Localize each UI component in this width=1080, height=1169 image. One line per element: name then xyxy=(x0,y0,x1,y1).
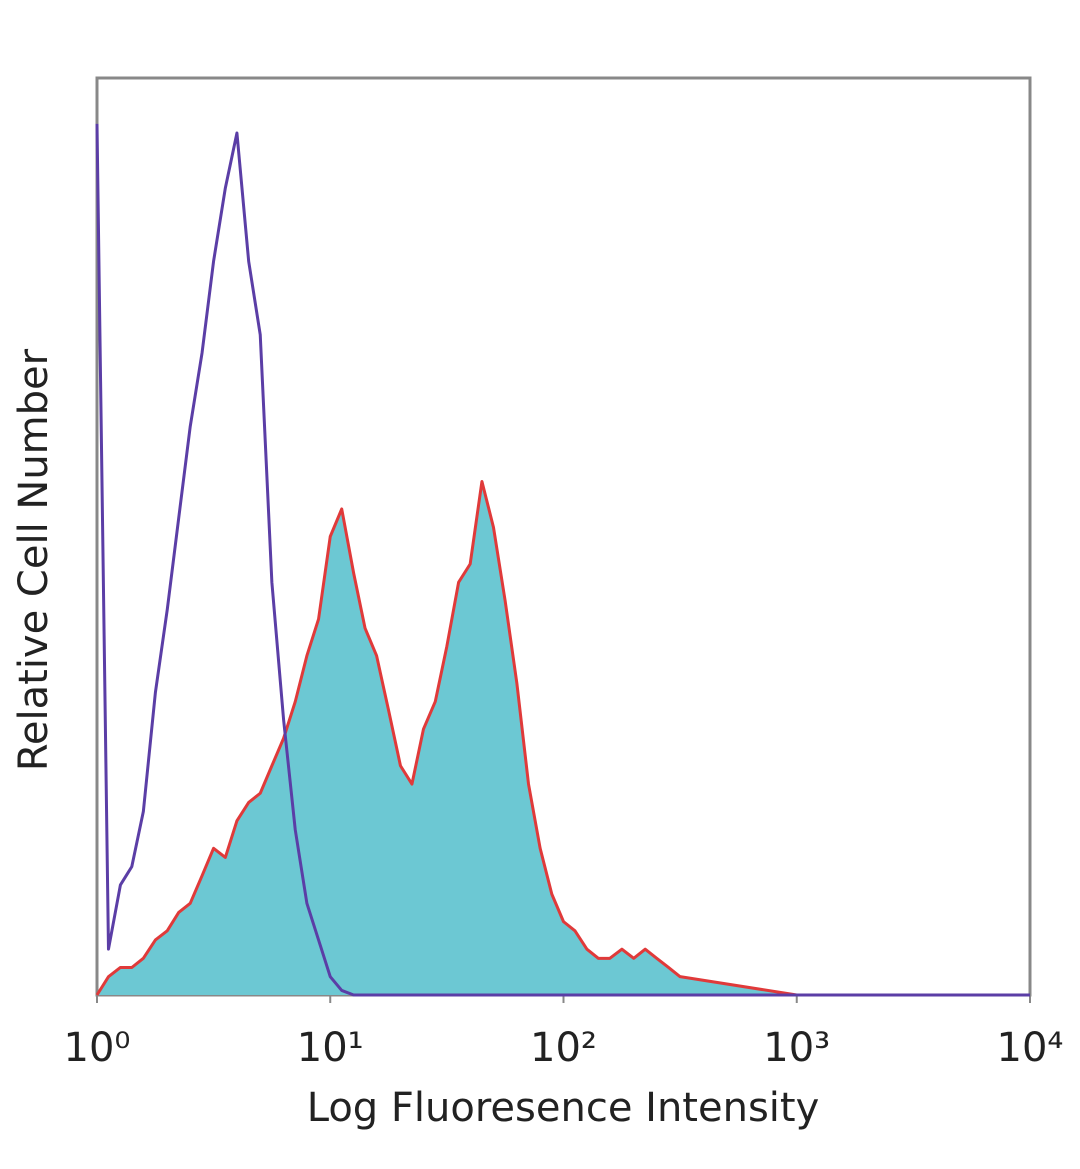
histogram-line xyxy=(95,123,1030,997)
area xyxy=(97,481,1030,996)
x-axis-label: Log Fluoresence Intensity xyxy=(307,1085,820,1131)
x-tick-label: 10² xyxy=(530,1025,597,1071)
histogram-line xyxy=(95,479,1030,997)
x-tick-label: 10⁰ xyxy=(64,1025,131,1071)
y-axis-label: Relative Cell Number xyxy=(11,348,57,771)
x-tick-label: 10³ xyxy=(763,1025,830,1071)
x-tick-label: 10⁴ xyxy=(997,1025,1064,1071)
x-tick-label: 10¹ xyxy=(297,1025,364,1071)
